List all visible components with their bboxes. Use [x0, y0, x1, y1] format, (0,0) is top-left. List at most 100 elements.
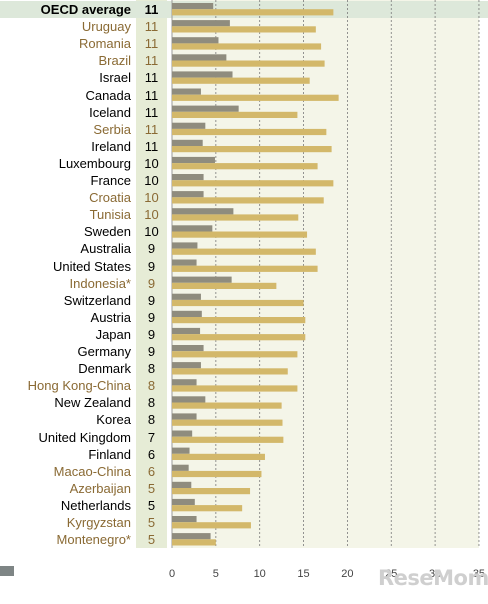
gray-bar: [172, 533, 211, 540]
country-label: Croatia: [89, 190, 131, 206]
gold-bar: [172, 43, 322, 50]
country-value: 9: [147, 326, 156, 342]
gray-bar: [172, 242, 198, 249]
country-label: Finland: [88, 446, 131, 462]
country-value: 11: [144, 138, 159, 154]
gray-bar: [172, 259, 197, 266]
country-label: Japan: [95, 326, 131, 342]
country-value: 11: [144, 19, 159, 35]
gray-bar: [172, 345, 204, 352]
gold-bar: [172, 146, 332, 153]
country-label: Hong Kong-China: [27, 378, 131, 394]
gold-bar: [172, 9, 334, 16]
gold-bar: [172, 128, 327, 136]
gray-bar: [172, 88, 201, 95]
gold-bar: [172, 505, 243, 512]
gold-bar: [172, 231, 308, 238]
country-label: Canada: [85, 87, 131, 103]
x-tick-label: 35: [473, 568, 485, 580]
country-label: Ireland: [91, 138, 131, 154]
country-label: Tunisia: [89, 207, 131, 223]
gold-bar: [172, 368, 288, 375]
country-label: Germany: [77, 344, 131, 359]
country-label: OECD average: [40, 2, 131, 17]
country-label: Denmark: [78, 361, 131, 377]
country-label: Netherlands: [60, 497, 131, 513]
gray-bar: [172, 276, 232, 283]
country-label: Iceland: [89, 104, 131, 120]
country-label: United Kingdom: [38, 429, 132, 445]
gray-bar: [172, 516, 197, 523]
gold-bar: [172, 299, 304, 307]
country-label: Uruguay: [81, 19, 131, 35]
gold-bar: [172, 180, 334, 187]
gold-bar: [172, 488, 251, 495]
country-label: Brazil: [98, 53, 131, 69]
gray-bar: [172, 413, 197, 420]
gold-bar: [172, 470, 262, 478]
country-label: Sweden: [84, 224, 131, 240]
country-value: 10: [144, 190, 159, 206]
gray-bar: [172, 54, 227, 61]
gray-bar: [172, 174, 204, 181]
x-tick-label: 20: [341, 568, 353, 580]
country-label: Austria: [90, 309, 131, 325]
gold-bar: [172, 385, 298, 392]
gold-bar: [172, 214, 299, 221]
country-value: 8: [147, 395, 156, 411]
country-label: Indonesia*: [69, 275, 131, 291]
gray-bar: [172, 139, 203, 146]
gray-bar: [172, 310, 202, 317]
gold-bar: [172, 248, 316, 255]
country-value: 10: [144, 207, 159, 223]
gold-bar: [172, 402, 282, 409]
gold-bar: [172, 436, 284, 443]
country-value: 8: [147, 361, 156, 377]
country-value: 11: [144, 104, 159, 120]
country-label: Luxembourg: [58, 155, 131, 171]
gold-bar: [172, 60, 325, 67]
country-value: 9: [147, 275, 156, 291]
country-label: Serbia: [93, 121, 131, 137]
x-tick-label: 0: [169, 568, 175, 580]
x-tick-label: 25: [385, 568, 397, 580]
gold-bar: [172, 317, 306, 324]
gray-bar: [172, 37, 219, 44]
country-value: 11: [144, 121, 159, 137]
gray-bar: [172, 156, 215, 164]
country-value: 6: [147, 446, 156, 462]
x-tick-label: 5: [213, 568, 219, 580]
country-value: 7: [147, 429, 156, 445]
gold-bar: [172, 419, 283, 426]
country-value: 11: [144, 2, 159, 17]
x-tick-label: 15: [297, 568, 309, 580]
gray-bar: [172, 293, 201, 300]
country-label: Korea: [96, 412, 131, 428]
gold-bar: [172, 77, 310, 84]
country-label: Kyrgyzstan: [66, 515, 131, 530]
watermark-logo: ReseMom: [378, 566, 488, 590]
country-value: 9: [147, 258, 156, 274]
country-value: 10: [144, 224, 159, 240]
gray-bar: [172, 20, 230, 27]
country-value: 5: [147, 532, 156, 548]
gray-bar: [172, 396, 206, 403]
gray-bar: [172, 379, 197, 386]
gray-bar: [172, 105, 239, 112]
country-value: 10: [144, 155, 159, 171]
country-label: Montenegro*: [56, 532, 131, 548]
gold-bar: [172, 163, 318, 170]
country-label: Switzerland: [63, 292, 131, 308]
gold-bar: [172, 453, 265, 460]
gold-bar: [172, 351, 298, 358]
gray-bar: [172, 122, 206, 129]
country-value: 11: [144, 36, 159, 52]
x-tick-label: 30: [429, 568, 441, 580]
country-value: 5: [147, 497, 156, 513]
gold-bar: [172, 539, 216, 546]
gold-bar: [172, 334, 306, 341]
country-value: 5: [147, 515, 156, 530]
country-label: Australia: [80, 241, 131, 257]
gray-bar: [172, 498, 195, 506]
country-value: 5: [147, 480, 156, 496]
